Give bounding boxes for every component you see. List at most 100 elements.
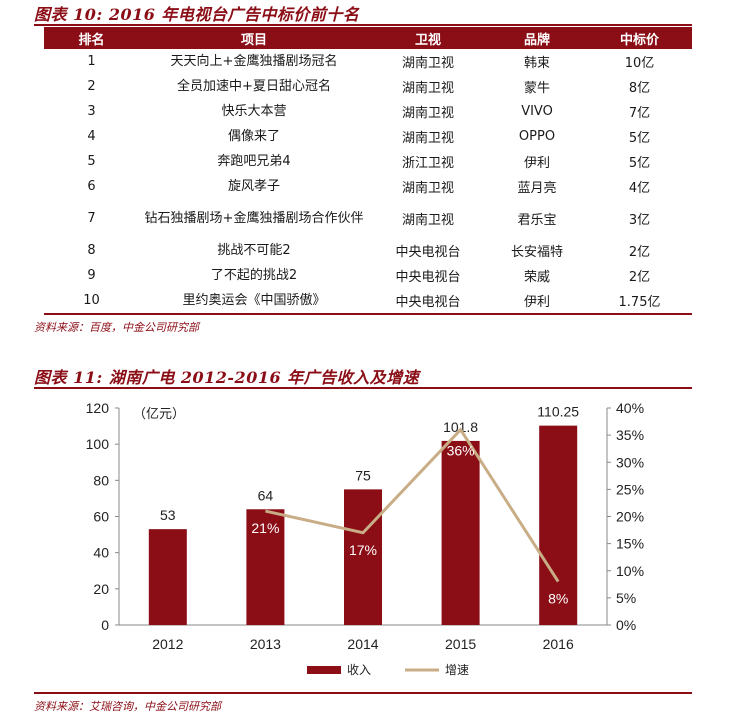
growth-value-label: 21%	[251, 520, 279, 536]
x-tick-label: 2015	[445, 636, 476, 652]
cell-brand: 韩束	[523, 56, 550, 71]
cell-rank: 10	[44, 288, 139, 315]
cell-item: 奔跑吧兄弟4	[217, 153, 291, 169]
bar-value-label: 101.8	[443, 419, 478, 435]
bar-revenue-2012	[148, 529, 187, 625]
table-title-rule	[34, 24, 692, 26]
y-right-tick-label: 5%	[616, 590, 636, 606]
y-right-tick-label: 40%	[616, 400, 644, 416]
growth-value-label: 17%	[349, 542, 377, 558]
growth-value-label: 36%	[447, 443, 475, 459]
y-right-tick-label: 30%	[616, 454, 644, 470]
header-brand: 品牌	[487, 27, 587, 49]
table-source-note: 资料来源：百度，中金公司研究部	[34, 321, 199, 334]
cell-channel: 湖南卫视	[401, 181, 454, 196]
cell-channel: 湖南卫视	[401, 81, 454, 96]
cell-rank: 6	[87, 179, 96, 194]
bar-value-label: 110.25	[537, 404, 579, 420]
y-left-tick-label: 80	[93, 472, 109, 488]
y-right-tick-label: 0%	[616, 617, 636, 633]
chart-title: 图表 11: 湖南广电 2012-2016 年广告收入及增速	[34, 368, 420, 387]
cell-channel: 中央电视台	[395, 245, 461, 260]
header-price: 中标价	[587, 27, 692, 49]
cell-item: 全员加速中+夏日甜心冠名	[177, 78, 331, 94]
cell-item: 旋风孝子	[227, 178, 280, 194]
table-row: 7 钻石独播剧场+金鹰独播剧场合作伙伴 湖南卫视 君乐宝 3亿	[44, 199, 692, 238]
table-row: 9 了不起的挑战2 中央电视台 荣威 2亿	[44, 263, 692, 288]
y-left-tick-label: 120	[86, 400, 110, 416]
cell-rank: 5	[87, 154, 96, 169]
header-item: 项目	[139, 27, 369, 49]
y-right-tick-label: 10%	[616, 563, 644, 579]
chart-area: 0 20 40 60 80 100 120 0% 5% 10% 15% 20% 25% 30% 35% 40%…	[37, 388, 692, 690]
cell-price: 7亿	[628, 106, 651, 121]
cell-item: 里约奥运会《中国骄傲》	[139, 288, 369, 315]
y-right-tick-label: 20%	[616, 509, 644, 525]
table-row: 8 挑战不可能2 中央电视台 长安福特 2亿	[44, 238, 692, 263]
cell-channel: 浙江卫视	[401, 156, 454, 171]
cell-price: 10亿	[624, 56, 655, 71]
cell-brand: OPPO	[518, 129, 556, 144]
cell-brand: 君乐宝	[517, 213, 557, 228]
cell-price: 2亿	[628, 270, 651, 285]
cell-price: 3亿	[628, 213, 651, 228]
cell-item: 偶像来了	[227, 128, 280, 144]
growth-value-label: 8%	[548, 591, 568, 607]
cell-brand: 蓝月亮	[517, 181, 557, 196]
cell-brand: 伊利	[523, 156, 550, 171]
cell-channel: 湖南卫视	[401, 106, 454, 121]
table-header-row: 排名 项目 卫视 品牌 中标价	[44, 27, 692, 49]
chart-source-note: 资料来源：艾瑞咨询，中金公司研究部	[34, 700, 221, 713]
cell-channel: 湖南卫视	[401, 56, 454, 71]
legend-swatch-revenue	[307, 666, 341, 674]
cell-rank: 7	[87, 211, 96, 226]
table-row: 4 偶像来了 湖南卫视 OPPO 5亿	[44, 124, 692, 149]
table-row: 1 天天向上+金鹰独播剧场冠名 湖南卫视 韩束 10亿	[44, 49, 692, 74]
y-left-tick-label: 0	[101, 617, 109, 633]
chart-bottom-rule	[34, 692, 692, 694]
legend-label-revenue: 收入	[347, 663, 371, 677]
cell-rank: 8	[87, 243, 96, 258]
table-row: 2 全员加速中+夏日甜心冠名 湖南卫视 蒙牛 8亿	[44, 74, 692, 99]
x-tick-label: 2016	[543, 636, 574, 652]
x-tick-label: 2014	[347, 636, 378, 652]
y-left-unit-label: （亿元）	[133, 406, 185, 421]
bar-revenue-2016	[539, 425, 578, 625]
cell-rank: 4	[87, 129, 96, 144]
cell-brand: 长安福特	[510, 245, 563, 260]
header-rank: 排名	[44, 27, 139, 49]
cell-price: 4亿	[628, 181, 651, 196]
cell-rank: 1	[87, 54, 96, 69]
y-right-tick-label: 35%	[616, 427, 644, 443]
cell-price: 5亿	[628, 131, 651, 146]
bar-revenue-2013	[246, 509, 285, 625]
cell-price: 5亿	[628, 156, 651, 171]
cell-item: 钻石独播剧场+金鹰独播剧场合作伙伴	[144, 210, 364, 226]
cell-price: 1.75亿	[587, 288, 692, 315]
table-title: 图表 10: 2016 年电视台广告中标价前十名	[34, 5, 360, 24]
y-right-tick-label: 25%	[616, 481, 644, 497]
cell-rank: 9	[87, 268, 96, 283]
revenue-growth-chart: 0 20 40 60 80 100 120 0% 5% 10% 15% 20% 25% 30% 35% 40%…	[86, 400, 644, 677]
cell-channel: 湖南卫视	[401, 131, 454, 146]
cell-item: 快乐大本营	[221, 103, 287, 119]
cell-brand: 伊利	[487, 288, 587, 315]
cell-rank: 3	[87, 104, 96, 119]
x-tick-label: 2013	[250, 636, 281, 652]
table-row: 10 里约奥运会《中国骄傲》 中央电视台 伊利 1.75亿	[44, 288, 692, 315]
table-row: 5 奔跑吧兄弟4 浙江卫视 伊利 5亿	[44, 149, 692, 174]
cell-rank: 2	[87, 79, 96, 94]
y-left-tick-label: 60	[93, 509, 109, 525]
cell-item: 了不起的挑战2	[210, 267, 298, 283]
y-left-tick-label: 20	[93, 581, 109, 597]
legend-label-growth: 增速	[445, 663, 469, 677]
cell-brand: VIVO	[521, 104, 553, 119]
bar-revenue-2014	[344, 489, 382, 625]
cell-brand: 蒙牛	[523, 81, 550, 96]
cell-channel: 中央电视台	[395, 270, 461, 285]
ranking-table: 排名 项目 卫视 品牌 中标价 1 天天向上+金鹰独播剧场冠名 湖南卫视 韩束 …	[44, 27, 692, 315]
bar-value-label: 53	[160, 507, 176, 523]
chart-title-rule	[34, 387, 692, 389]
cell-brand: 荣威	[523, 270, 550, 285]
table-row: 3 快乐大本营 湖南卫视 VIVO 7亿	[44, 99, 692, 124]
